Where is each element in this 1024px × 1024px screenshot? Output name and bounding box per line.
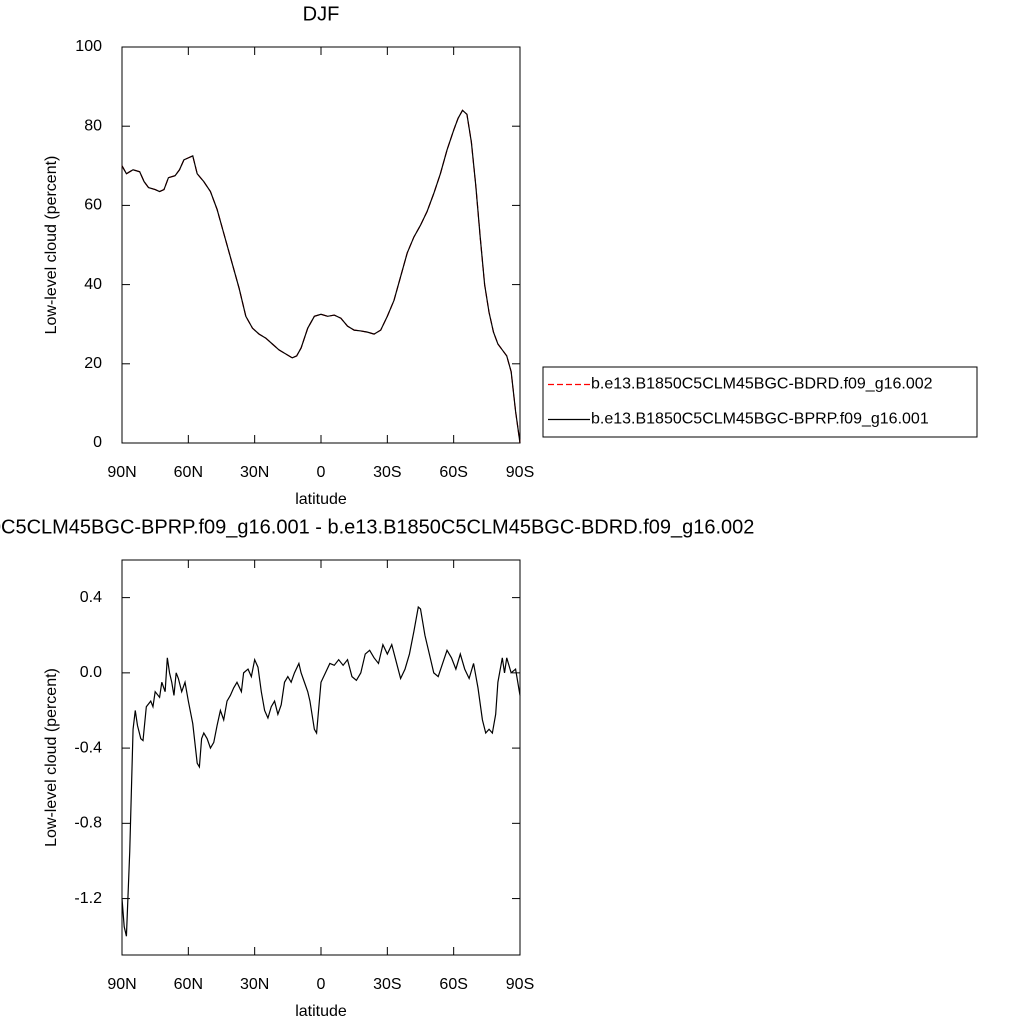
x-tick-label: 60S xyxy=(439,464,467,481)
x-tick-label: 90N xyxy=(107,464,136,481)
y-tick-label: 40 xyxy=(84,276,102,293)
y-tick-label: -1.2 xyxy=(74,890,102,907)
x-tick-label: 90S xyxy=(506,976,534,993)
x-tick-label: 60N xyxy=(174,464,203,481)
y-tick-label: -0.4 xyxy=(74,739,102,756)
y-tick-label: 100 xyxy=(75,38,102,55)
x-tick-label: 30N xyxy=(240,976,269,993)
x-tick-label: 30S xyxy=(373,976,401,993)
x-tick-label: 30N xyxy=(240,464,269,481)
x-tick-label: 0 xyxy=(317,976,326,993)
series-line xyxy=(121,109,521,444)
legend-label: b.e13.B1850C5CLM45BGC-BDRD.f09_g16.002 xyxy=(591,376,933,393)
plot-frame xyxy=(121,46,521,444)
legend-box xyxy=(542,366,978,438)
y-tick-label: 60 xyxy=(84,197,102,214)
y-tick-label: 0.4 xyxy=(80,589,102,606)
y-tick-label: 0 xyxy=(93,434,102,451)
x-tick-label: 60S xyxy=(439,976,467,993)
y-tick-label: 80 xyxy=(84,117,102,134)
y-axis-label: Low-level cloud (percent) xyxy=(43,156,60,335)
chart-title: b.e13.B1850C5CLM45BGC-BPRP.f09_g16.001 -… xyxy=(0,516,754,538)
y-tick-label: 0.0 xyxy=(80,664,102,681)
series-line xyxy=(121,605,521,937)
y-tick-label: -0.8 xyxy=(74,815,102,832)
x-tick-label: 30S xyxy=(373,464,401,481)
x-axis-label: latitude xyxy=(295,1003,347,1020)
x-tick-label: 90N xyxy=(107,976,136,993)
x-tick-label: 60N xyxy=(174,976,203,993)
plot-frame xyxy=(121,559,521,956)
legend-label: b.e13.B1850C5CLM45BGC-BPRP.f09_g16.001 xyxy=(591,411,929,428)
x-tick-label: 90S xyxy=(506,464,534,481)
x-axis-label: latitude xyxy=(295,491,347,508)
x-tick-label: 0 xyxy=(317,464,326,481)
chart-title: DJF xyxy=(303,3,340,25)
y-tick-label: 20 xyxy=(84,355,102,372)
y-axis-label: Low-level cloud (percent) xyxy=(43,668,60,847)
series-line xyxy=(121,109,521,444)
